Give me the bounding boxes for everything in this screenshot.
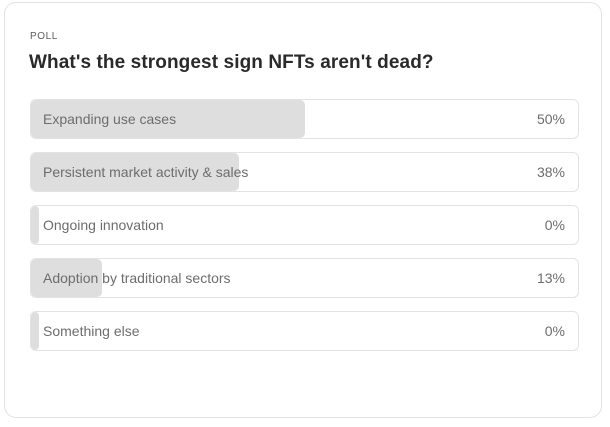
poll-option-something-else[interactable]: Something else 0% [30, 311, 579, 351]
poll-option-traditional-sectors[interactable]: Adoption by traditional sectors 13% [30, 258, 579, 298]
poll-option-percent: 50% [536, 111, 565, 127]
poll-option-label: Persistent market activity & sales [43, 164, 249, 180]
poll-option-fill [31, 100, 305, 138]
poll-option-label: Ongoing innovation [43, 217, 164, 233]
poll-option-percent: 13% [536, 270, 565, 286]
poll-card: POLL What's the strongest sign NFTs aren… [4, 2, 602, 418]
poll-option-percent: 0% [544, 217, 565, 233]
poll-options: Expanding use cases 50% Persistent marke… [30, 99, 579, 364]
poll-question: What's the strongest sign NFTs aren't de… [29, 52, 434, 73]
poll-option-label: Adoption by traditional sectors [43, 270, 231, 286]
poll-option-label: Expanding use cases [43, 111, 177, 127]
poll-option-fill [31, 259, 103, 297]
poll-option-label: Something else [43, 323, 140, 339]
poll-option-ongoing-innovation[interactable]: Ongoing innovation 0% [30, 205, 579, 245]
poll-option-fill [31, 206, 39, 244]
poll-option-expanding-use-cases[interactable]: Expanding use cases 50% [30, 99, 579, 139]
poll-option-fill [31, 312, 39, 350]
poll-option-percent: 0% [544, 323, 565, 339]
poll-eyebrow: POLL [30, 31, 58, 42]
poll-option-fill [31, 153, 239, 191]
poll-option-market-activity[interactable]: Persistent market activity & sales 38% [30, 152, 579, 192]
poll-option-percent: 38% [536, 164, 565, 180]
